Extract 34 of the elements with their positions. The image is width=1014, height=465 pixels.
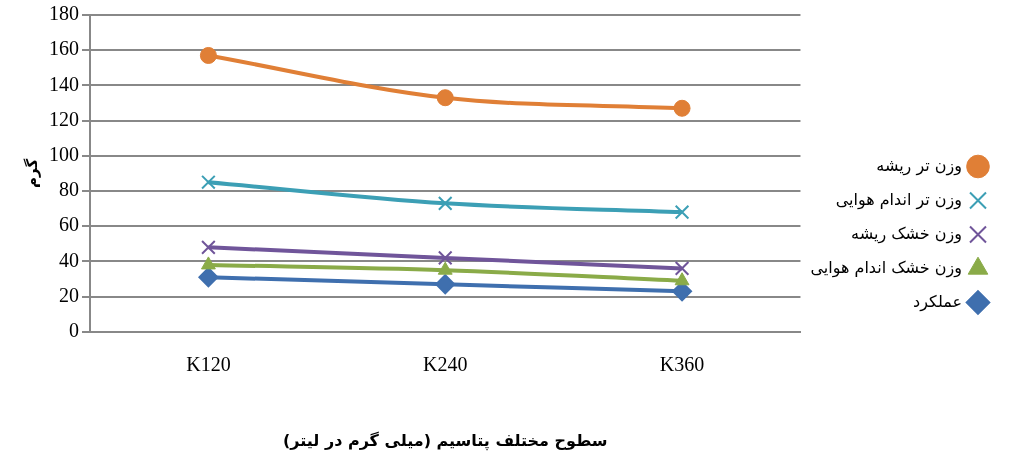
point: [198, 267, 219, 288]
legend-label: وزن خشک اندام هوایی: [810, 257, 962, 278]
legend-label: وزن تر ریشه: [876, 155, 962, 176]
point: [201, 174, 216, 190]
y-axis-title: گرم: [22, 158, 41, 188]
point: [673, 99, 691, 117]
y-tick-label: 40: [59, 248, 79, 271]
point: [200, 256, 216, 270]
point: [674, 272, 690, 286]
point: [437, 195, 453, 211]
point: [437, 261, 453, 275]
point: [435, 274, 456, 295]
y-tick-label: 120: [49, 107, 79, 130]
legend-label: عملکرد: [913, 291, 962, 312]
y-tick-label: 100: [49, 143, 79, 166]
x-axis-title: سطوح مختلف پتاسیم (میلی گرم در لیتر): [283, 430, 608, 451]
point: [437, 250, 453, 266]
y-tick-label: 80: [59, 178, 79, 201]
x-tick-label: K240: [423, 353, 468, 376]
point: [674, 261, 690, 276]
y-tick-label: 0: [69, 319, 79, 342]
y-tick-label: 60: [59, 213, 79, 236]
legend-label: وزن خشک ریشه: [851, 223, 962, 244]
y-tick-label: 180: [49, 2, 79, 25]
point: [199, 46, 217, 64]
y-tick-label: 160: [49, 37, 79, 60]
point: [674, 204, 690, 220]
x-tick-label: K120: [186, 353, 231, 376]
legend-label: وزن تر اندام هوایی: [835, 189, 962, 210]
y-tick-label: 140: [49, 72, 79, 95]
point: [201, 239, 216, 255]
x-tick-label: K360: [659, 353, 705, 376]
point: [436, 89, 454, 107]
y-tick-label: 20: [59, 283, 79, 306]
